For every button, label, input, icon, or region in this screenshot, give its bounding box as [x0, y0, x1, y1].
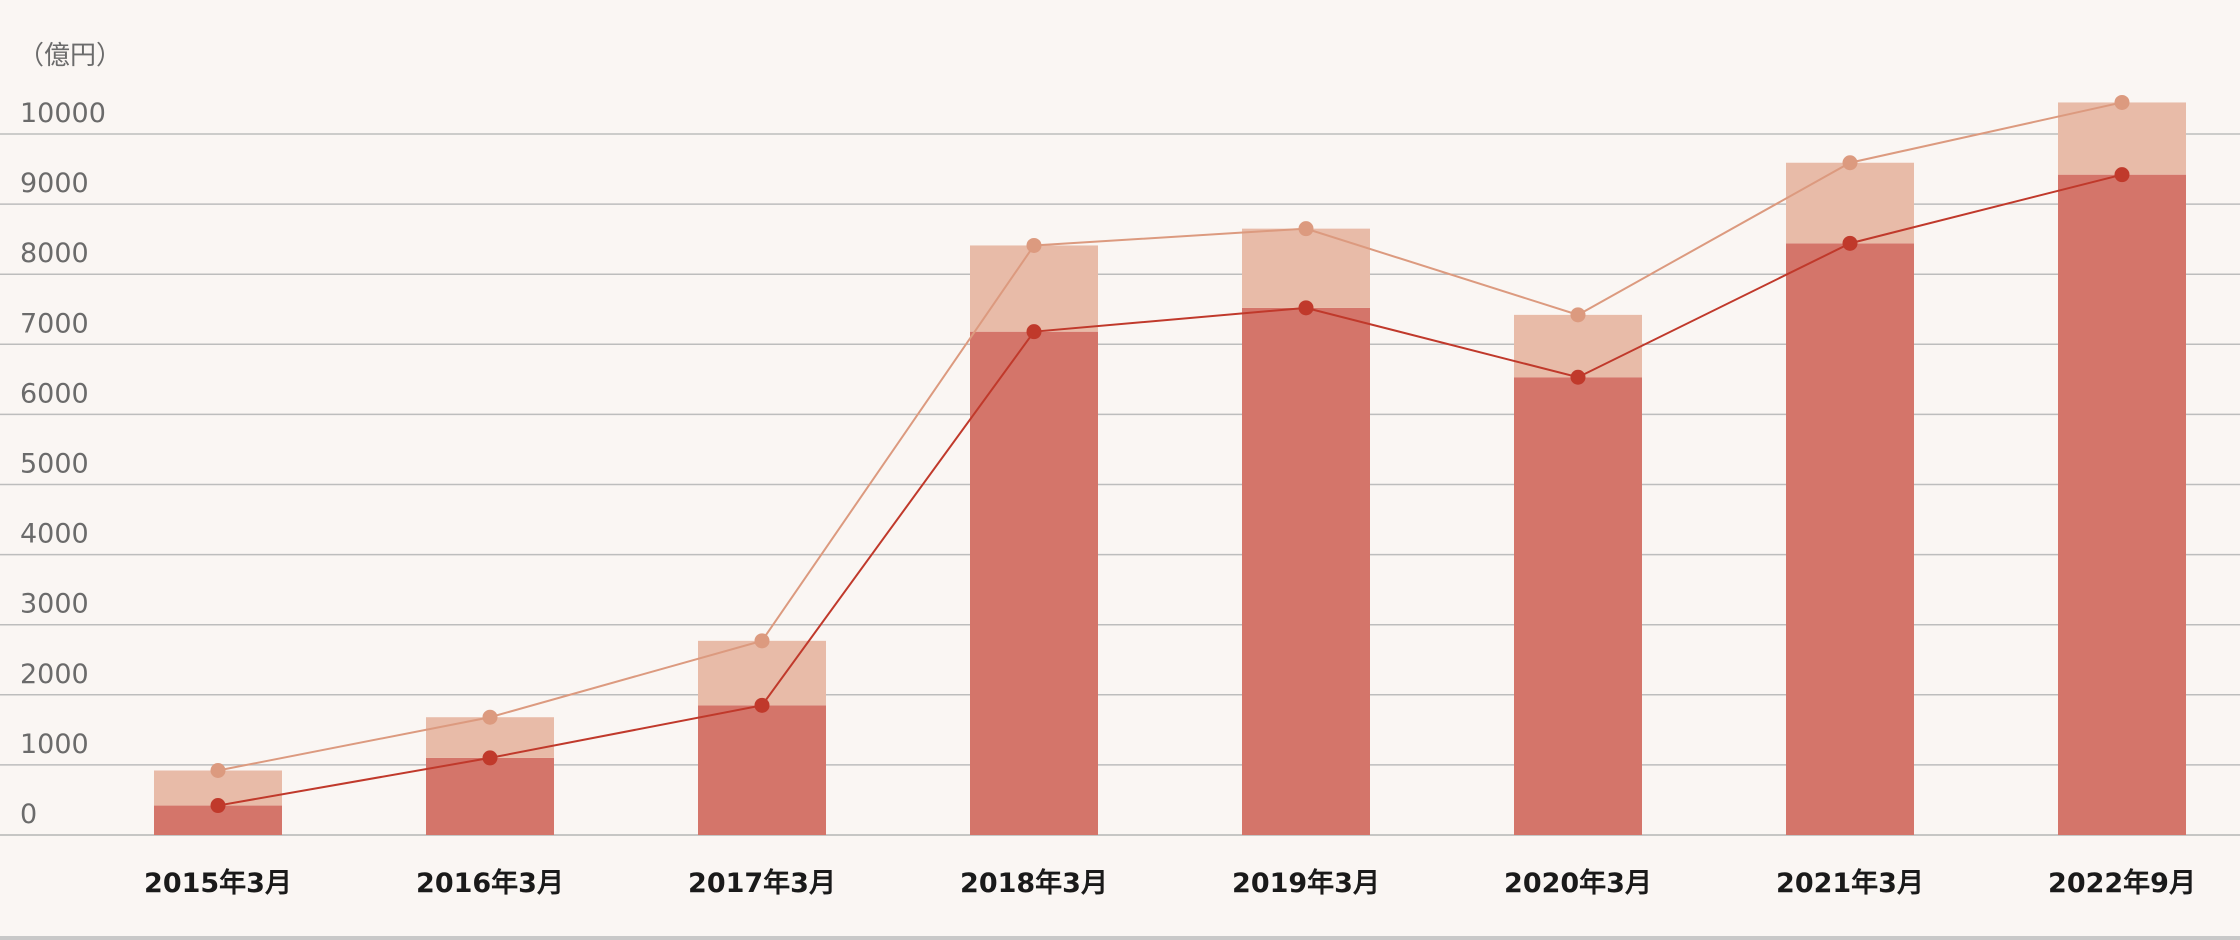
y-tick-label: 9000 — [20, 168, 89, 199]
y-tick-labels: 0 1000 2000 3000 4000 5000 6000 7000 8000 9000 100… — [20, 98, 106, 830]
series-point-total — [754, 633, 770, 649]
y-tick-label: 0 — [20, 799, 37, 830]
bar-upper — [698, 640, 826, 706]
series-point-lower — [1570, 369, 1586, 385]
bottom-divider — [0, 936, 2240, 940]
series-point-lower — [1298, 300, 1314, 316]
bar-lower — [698, 705, 826, 835]
series-point-lower — [2114, 167, 2130, 183]
series-point-lower — [754, 697, 770, 713]
bar-lower — [1514, 377, 1642, 835]
series-point-total — [482, 709, 498, 725]
bar-upper — [1786, 162, 1914, 244]
x-tick-label: 2020年3月 — [1504, 867, 1652, 899]
series-point-total — [2114, 94, 2130, 110]
y-tick-label: 5000 — [20, 449, 89, 480]
x-tick-label: 2019年3月 — [1232, 867, 1380, 899]
bar-lower — [970, 331, 1098, 835]
bar-upper — [970, 245, 1098, 332]
bar-lower — [2058, 174, 2186, 835]
series-point-total — [1298, 221, 1314, 237]
series-point-total — [1026, 237, 1042, 253]
bar-lower — [1786, 243, 1914, 835]
y-tick-label: 4000 — [20, 519, 89, 550]
x-tick-label: 2021年3月 — [1776, 867, 1924, 899]
x-tick-label: 2022年9月 — [2048, 867, 2196, 899]
x-tick-labels: 2015年3月 2016年3月 2017年3月 2018年3月 2019年3月 2020年… — [144, 867, 2196, 899]
series-lines — [217, 101, 2123, 807]
y-tick-label: 7000 — [20, 308, 89, 339]
bars — [154, 102, 2186, 835]
series-point-lower — [1842, 235, 1858, 251]
series-point-total — [210, 763, 226, 779]
x-tick-label: 2015年3月 — [144, 867, 292, 899]
x-tick-label: 2018年3月 — [960, 867, 1108, 899]
y-tick-label: 3000 — [20, 589, 89, 620]
bar-lower — [1242, 307, 1370, 835]
series-line-total — [217, 101, 2123, 772]
series-point-lower — [482, 750, 498, 766]
bar-lower — [426, 757, 554, 835]
bar-upper — [2058, 102, 2186, 175]
series-points — [210, 94, 2130, 814]
series-point-total — [1570, 307, 1586, 323]
x-tick-label: 2016年3月 — [416, 867, 564, 899]
y-tick-label: 1000 — [20, 729, 89, 760]
y-tick-label: 8000 — [20, 238, 89, 269]
bar-upper — [1242, 228, 1370, 308]
series-point-lower — [1026, 324, 1042, 340]
series-point-total — [1842, 155, 1858, 171]
y-tick-label: 2000 — [20, 659, 89, 690]
y-axis-unit-label: （億円） — [18, 41, 122, 71]
y-tick-label: 6000 — [20, 378, 89, 409]
series-point-lower — [210, 798, 226, 814]
series-line-lower — [217, 173, 2123, 807]
bar-upper — [1514, 314, 1642, 378]
y-tick-label: 10000 — [20, 98, 106, 129]
x-tick-label: 2017年3月 — [688, 867, 836, 899]
